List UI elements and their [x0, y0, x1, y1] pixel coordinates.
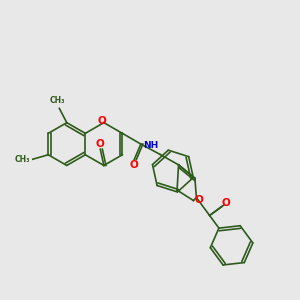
Text: CH₃: CH₃ — [15, 155, 30, 164]
Text: O: O — [98, 116, 107, 126]
Text: CH₃: CH₃ — [49, 96, 65, 105]
Text: O: O — [222, 198, 231, 208]
Text: O: O — [194, 195, 203, 205]
Text: O: O — [96, 139, 105, 149]
Text: O: O — [130, 160, 139, 170]
Text: NH: NH — [143, 141, 159, 150]
